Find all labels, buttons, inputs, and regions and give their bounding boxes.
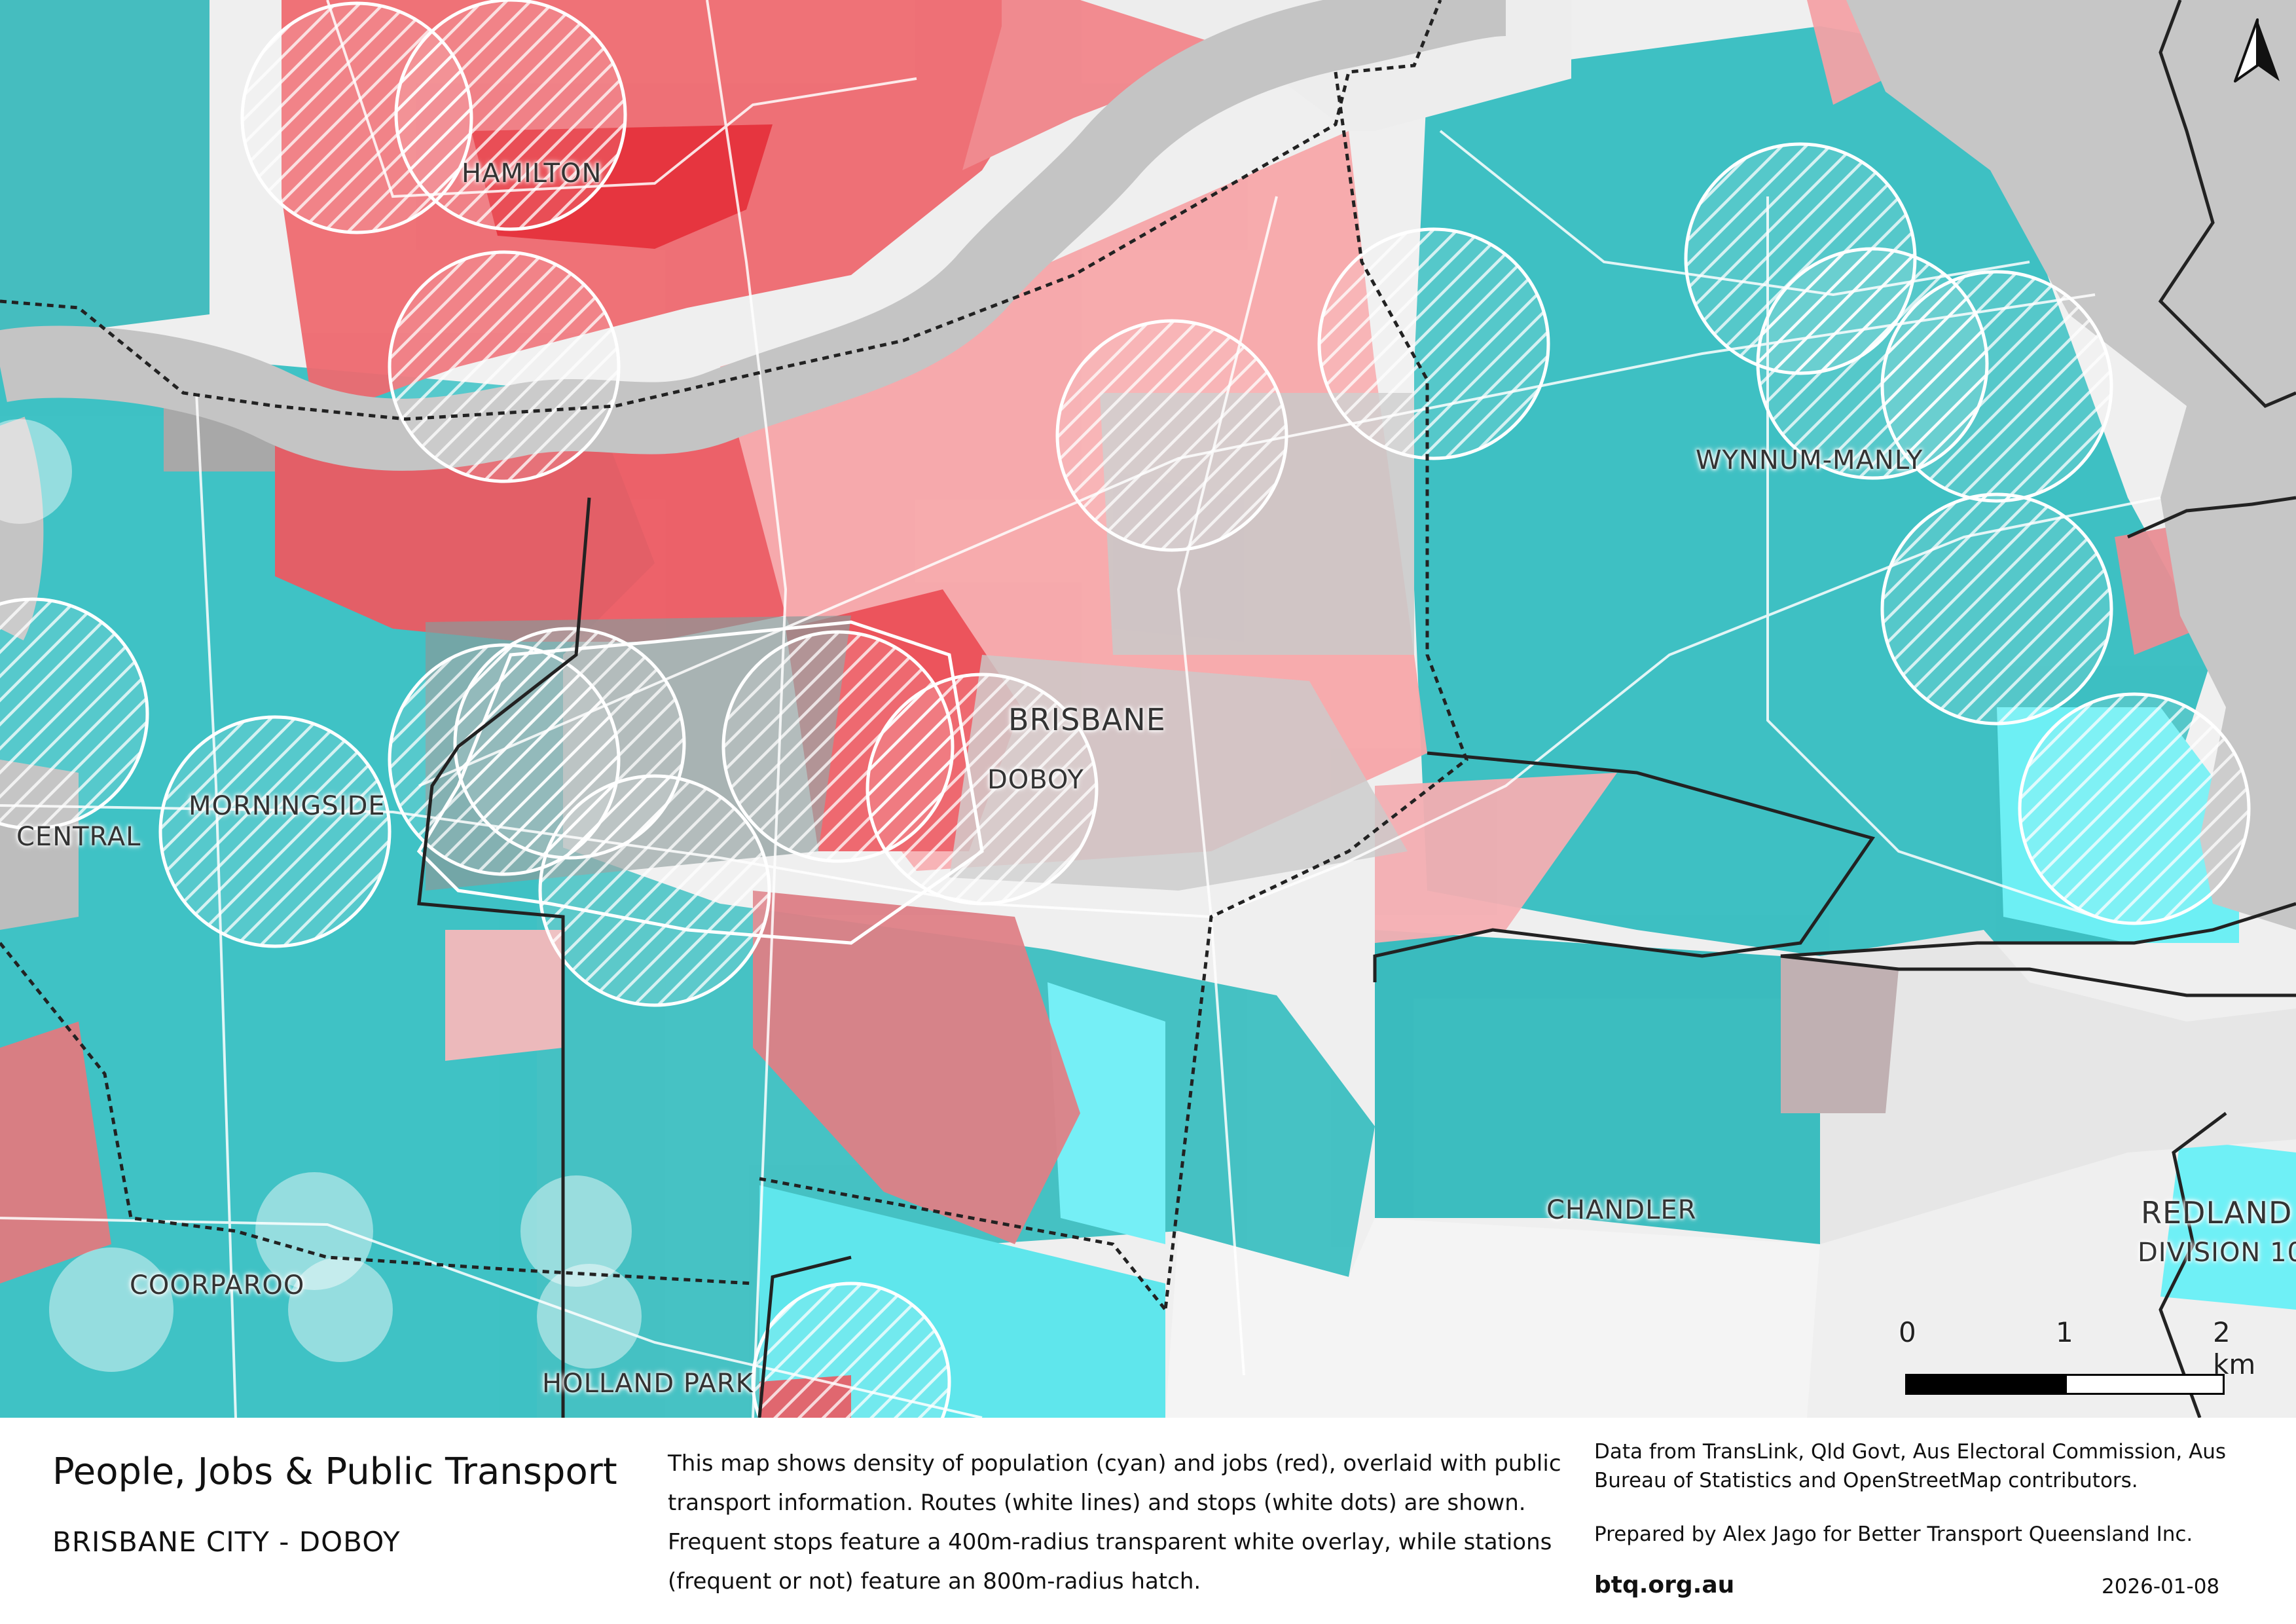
place-label-wynnum-manly: WYNNUM-MANLY [1696,445,1923,475]
scale-label-0: 0 [1899,1316,1916,1348]
scale-label-2: 2 km [2213,1316,2256,1380]
electoral-boundaries [0,0,1468,1311]
map-layers [0,0,2296,1418]
place-label-central: CENTRAL [16,822,141,852]
scale-segment-dark [1905,1374,2065,1395]
moreton-bay [1846,0,2296,930]
place-label-doboy: DOBOY [987,765,1084,795]
map-canvas[interactable]: HAMILTON BRISBANE DOBOY MORNINGSIDE CENT… [0,0,2296,1418]
brisbane-river [0,0,1507,471]
scale-bar: 0 1 2 km [1899,1316,2255,1408]
place-label-brisbane: BRISBANE [1008,702,1166,737]
map-subtitle: BRISBANE CITY - DOBOY [52,1526,401,1558]
district-boundaries [417,0,2296,1418]
map-date: 2026-01-08 [2102,1575,2220,1598]
place-label-redland: REDLAND [2141,1195,2293,1230]
place-label-holland-park: HOLLAND PARK [542,1369,754,1399]
scale-segment-light [2065,1374,2225,1395]
place-label-division-10: DIVISION 10 [2138,1238,2296,1268]
data-credits: Data from TransLink, Qld Govt, Aus Elect… [1594,1440,2227,1492]
map-description: This map shows density of population (cy… [668,1450,1561,1595]
place-label-hamilton: HAMILTON [462,158,602,189]
place-label-coorparoo: COORPAROO [130,1270,305,1301]
station-hatch-circles [0,0,2251,1418]
map-title: People, Jobs & Public Transport [52,1450,617,1493]
place-label-chandler: CHANDLER [1546,1195,1697,1225]
place-label-morningside: MORNINGSIDE [189,791,386,821]
scale-label-1: 1 [2056,1316,2073,1348]
north-arrow-icon [2231,18,2284,84]
website-link[interactable]: btq.org.au [1594,1572,1735,1598]
map-footer: People, Jobs & Public Transport BRISBANE… [0,1418,2296,1624]
prepared-by: Prepared by Alex Jago for Better Transpo… [1594,1522,2193,1546]
